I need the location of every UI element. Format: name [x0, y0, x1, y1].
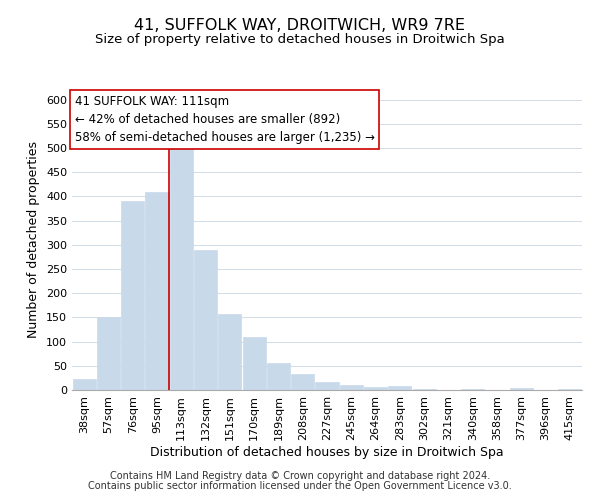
X-axis label: Distribution of detached houses by size in Droitwich Spa: Distribution of detached houses by size …	[150, 446, 504, 458]
Bar	[316, 382, 338, 390]
Bar	[413, 389, 436, 390]
Text: Size of property relative to detached houses in Droitwich Spa: Size of property relative to detached ho…	[95, 32, 505, 46]
Bar	[73, 379, 95, 390]
Bar	[97, 318, 120, 390]
Bar	[461, 389, 484, 390]
Bar	[170, 148, 193, 390]
Bar	[242, 337, 266, 390]
Bar	[145, 192, 169, 390]
Bar	[267, 364, 290, 390]
Bar	[388, 386, 412, 390]
Y-axis label: Number of detached properties: Number of detached properties	[28, 142, 40, 338]
Bar	[340, 385, 363, 390]
Bar	[291, 374, 314, 390]
Bar	[559, 389, 581, 390]
Bar	[121, 202, 144, 390]
Text: Contains public sector information licensed under the Open Government Licence v3: Contains public sector information licen…	[88, 481, 512, 491]
Bar	[364, 387, 387, 390]
Bar	[218, 314, 241, 390]
Text: Contains HM Land Registry data © Crown copyright and database right 2024.: Contains HM Land Registry data © Crown c…	[110, 471, 490, 481]
Bar	[194, 250, 217, 390]
Bar	[510, 388, 533, 390]
Text: 41, SUFFOLK WAY, DROITWICH, WR9 7RE: 41, SUFFOLK WAY, DROITWICH, WR9 7RE	[134, 18, 466, 32]
Text: 41 SUFFOLK WAY: 111sqm
← 42% of detached houses are smaller (892)
58% of semi-de: 41 SUFFOLK WAY: 111sqm ← 42% of detached…	[74, 94, 374, 144]
